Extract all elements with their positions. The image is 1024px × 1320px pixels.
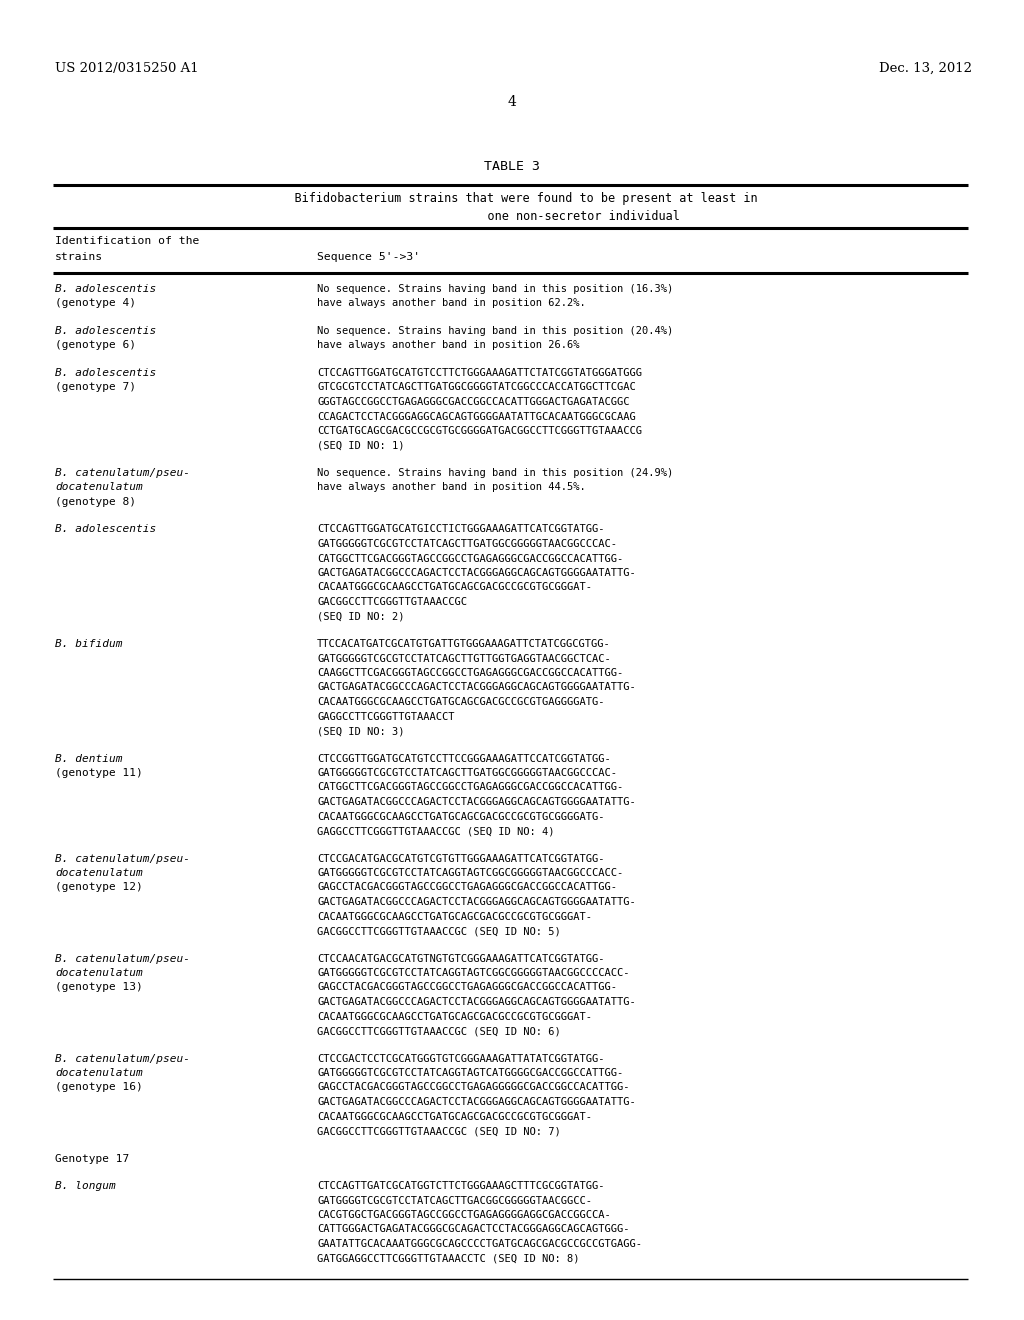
Text: B. longum: B. longum xyxy=(55,1181,116,1191)
Text: B. adolescentis: B. adolescentis xyxy=(55,368,157,378)
Text: (genotype 13): (genotype 13) xyxy=(55,982,142,993)
Text: No sequence. Strains having band in this position (16.3%): No sequence. Strains having band in this… xyxy=(317,284,673,294)
Text: GATGGGGGTCGCGTCCTATCAGGTAGTCGGCGGGGGTAACGGCCCACC-: GATGGGGGTCGCGTCCTATCAGGTAGTCGGCGGGGGTAAC… xyxy=(317,869,624,878)
Text: No sequence. Strains having band in this position (20.4%): No sequence. Strains having band in this… xyxy=(317,326,673,337)
Text: B. bifidum: B. bifidum xyxy=(55,639,123,649)
Text: GATGGGGGTCGCGTCCTATCAGCTTGTTGGTGAGGTAACGGCTCAC-: GATGGGGGTCGCGTCCTATCAGCTTGTTGGTGAGGTAACG… xyxy=(317,653,610,664)
Text: strains: strains xyxy=(55,252,103,261)
Text: TABLE 3: TABLE 3 xyxy=(484,160,540,173)
Text: GACTGAGATACGGCCCAGACTCCTACGGGAGGCAGCAGTGGGGAATATTG-: GACTGAGATACGGCCCAGACTCCTACGGGAGGCAGCAGTG… xyxy=(317,898,636,907)
Text: docatenulatum: docatenulatum xyxy=(55,869,142,878)
Text: B. adolescentis: B. adolescentis xyxy=(55,524,157,535)
Text: GACTGAGATACGGCCCAGACTCCTACGGGAGGCAGCAGTGGGGAATATTG-: GACTGAGATACGGCCCAGACTCCTACGGGAGGCAGCAGTG… xyxy=(317,1097,636,1107)
Text: CAAGGCTTCGACGGGTAGCCGGCCTGAGAGGGCGACCGGCCACATTGG-: CAAGGCTTCGACGGGTAGCCGGCCTGAGAGGGCGACCGGC… xyxy=(317,668,624,678)
Text: B. catenulatum/pseu-: B. catenulatum/pseu- xyxy=(55,1053,190,1064)
Text: GGGTAGCCGGCCTGAGAGGGCGACCGGCCACATTGGGACTGAGATACGGC: GGGTAGCCGGCCTGAGAGGGCGACCGGCCACATTGGGACT… xyxy=(317,397,630,407)
Text: B. dentium: B. dentium xyxy=(55,754,123,763)
Text: CATGGCTTCGACGGGTAGCCGGCCTGAGAGGGCGACCGGCCACATTGG-: CATGGCTTCGACGGGTAGCCGGCCTGAGAGGGCGACCGGC… xyxy=(317,783,624,792)
Text: B. adolescentis: B. adolescentis xyxy=(55,326,157,337)
Text: CTCCAGTTGGATGCATGICCTICTGGGAAAGATTCATCGGTATGG-: CTCCAGTTGGATGCATGICCTICTGGGAAAGATTCATCGG… xyxy=(317,524,604,535)
Text: CACAATGGGCGCAAGCCTGATGCAGCGACGCCGCGTGCGGGAT-: CACAATGGGCGCAAGCCTGATGCAGCGACGCCGCGTGCGG… xyxy=(317,1111,592,1122)
Text: GATGGGGGTCGCGTCCTATCAGCTTGATGGCGGGGGTAACGGCCCAC-: GATGGGGGTCGCGTCCTATCAGCTTGATGGCGGGGGTAAC… xyxy=(317,539,617,549)
Text: (genotype 8): (genotype 8) xyxy=(55,498,136,507)
Text: docatenulatum: docatenulatum xyxy=(55,483,142,492)
Text: GAGGCCTTCGGGTTGTAAACCT: GAGGCCTTCGGGTTGTAAACCT xyxy=(317,711,455,722)
Text: GACTGAGATACGGCCCAGACTCCTACGGGAGGCAGCAGTGGGGAATATTG-: GACTGAGATACGGCCCAGACTCCTACGGGAGGCAGCAGTG… xyxy=(317,997,636,1007)
Text: US 2012/0315250 A1: US 2012/0315250 A1 xyxy=(55,62,199,75)
Text: Dec. 13, 2012: Dec. 13, 2012 xyxy=(879,62,972,75)
Text: have always another band in position 26.6%: have always another band in position 26.… xyxy=(317,341,580,351)
Text: CACAATGGGCGCAAGCCTGATGCAGCGACGCCGCGTGAGGGGATG-: CACAATGGGCGCAAGCCTGATGCAGCGACGCCGCGTGAGG… xyxy=(317,697,604,708)
Text: CTCCGGTTGGATGCATGTCCTTCCGGGAAAGATTCCATCGGTATGG-: CTCCGGTTGGATGCATGTCCTTCCGGGAAAGATTCCATCG… xyxy=(317,754,610,763)
Text: GAGCCTACGACGGGTAGCCGGCCTGAGAGGGGGCGACCGGCCACATTGG-: GAGCCTACGACGGGTAGCCGGCCTGAGAGGGGGCGACCGG… xyxy=(317,1082,630,1093)
Text: GACTGAGATACGGCCCAGACTCCTACGGGAGGCAGCAGTGGGGAATATTG-: GACTGAGATACGGCCCAGACTCCTACGGGAGGCAGCAGTG… xyxy=(317,568,636,578)
Text: one non-secretor individual: one non-secretor individual xyxy=(344,210,680,223)
Text: CTCCAGTTGGATGCATGTCCTTCTGGGAAAGATTCTATCGGTATGGGATGGG: CTCCAGTTGGATGCATGTCCTTCTGGGAAAGATTCTATCG… xyxy=(317,368,642,378)
Text: GAGGCCTTCGGGTTGTAAACCGC (SEQ ID NO: 4): GAGGCCTTCGGGTTGTAAACCGC (SEQ ID NO: 4) xyxy=(317,826,555,836)
Text: CTCCAACATGACGCATGTNGTGTCGGGAAAGATTCATCGGTATGG-: CTCCAACATGACGCATGTNGTGTCGGGAAAGATTCATCGG… xyxy=(317,953,604,964)
Text: CACGTGGCTGACGGGTAGCCGGCCTGAGAGGGGAGGCGACCGGCCA-: CACGTGGCTGACGGGTAGCCGGCCTGAGAGGGGAGGCGAC… xyxy=(317,1210,610,1220)
Text: B. catenulatum/pseu-: B. catenulatum/pseu- xyxy=(55,469,190,478)
Text: (genotype 7): (genotype 7) xyxy=(55,383,136,392)
Text: Identification of the: Identification of the xyxy=(55,236,200,246)
Text: Genotype 17: Genotype 17 xyxy=(55,1154,129,1163)
Text: (genotype 12): (genotype 12) xyxy=(55,883,142,892)
Text: CTCCAGTTGATCGCATGGTCTTCTGGGAAAGCTTTCGCGGTATGG-: CTCCAGTTGATCGCATGGTCTTCTGGGAAAGCTTTCGCGG… xyxy=(317,1181,604,1191)
Text: GACGGCCTTCGGGTTGTAAACCGC (SEQ ID NO: 6): GACGGCCTTCGGGTTGTAAACCGC (SEQ ID NO: 6) xyxy=(317,1026,561,1036)
Text: docatenulatum: docatenulatum xyxy=(55,1068,142,1078)
Text: CATTGGGACTGAGATACGGGCGCAGACTCCTACGGGAGGCAGCAGTGGG-: CATTGGGACTGAGATACGGGCGCAGACTCCTACGGGAGGC… xyxy=(317,1225,630,1234)
Text: have always another band in position 62.2%.: have always another band in position 62.… xyxy=(317,298,586,309)
Text: have always another band in position 44.5%.: have always another band in position 44.… xyxy=(317,483,586,492)
Text: TTCCACATGATCGCATGTGATTGTGGGAAAGATTCTATCGGCGTGG-: TTCCACATGATCGCATGTGATTGTGGGAAAGATTCTATCG… xyxy=(317,639,610,649)
Text: GATGGGGTCGCGTCCTATCAGCTTGACGGCGGGGGTAACGGCC-: GATGGGGTCGCGTCCTATCAGCTTGACGGCGGGGGTAACG… xyxy=(317,1196,592,1205)
Text: GTCGCGTCCTATCAGCTTGATGGCGGGGTATCGGCCCACCATGGCTTCGAC: GTCGCGTCCTATCAGCTTGATGGCGGGGTATCGGCCCACC… xyxy=(317,383,636,392)
Text: GACGGCCTTCGGGTTGTAAACCGC (SEQ ID NO: 5): GACGGCCTTCGGGTTGTAAACCGC (SEQ ID NO: 5) xyxy=(317,927,561,936)
Text: CCTGATGCAGCGACGCCGCGTGCGGGGATGACGGCCTTCGGGTTGTAAACCG: CCTGATGCAGCGACGCCGCGTGCGGGGATGACGGCCTTCG… xyxy=(317,426,642,436)
Text: CTCCGACATGACGCATGTCGTGTTGGGAAAGATTCATCGGTATGG-: CTCCGACATGACGCATGTCGTGTTGGGAAAGATTCATCGG… xyxy=(317,854,604,863)
Text: (genotype 16): (genotype 16) xyxy=(55,1082,142,1093)
Text: GAATATTGCACAAATGGGCGCAGCCCCTGATGCAGCGACGCCGCCGTGAGG-: GAATATTGCACAAATGGGCGCAGCCCCTGATGCAGCGACG… xyxy=(317,1239,642,1249)
Text: GAGCCTACGACGGGTAGCCGGCCTGAGAGGGCGACCGGCCACATTGG-: GAGCCTACGACGGGTAGCCGGCCTGAGAGGGCGACCGGCC… xyxy=(317,883,617,892)
Text: GATGGGGGTCGCGTCCTATCAGGTAGTCATGGGGCGACCGGCCATTGG-: GATGGGGGTCGCGTCCTATCAGGTAGTCATGGGGCGACCG… xyxy=(317,1068,624,1078)
Text: GACGGCCTTCGGGTTGTAAACCGC (SEQ ID NO: 7): GACGGCCTTCGGGTTGTAAACCGC (SEQ ID NO: 7) xyxy=(317,1126,561,1137)
Text: (genotype 6): (genotype 6) xyxy=(55,341,136,351)
Text: (genotype 11): (genotype 11) xyxy=(55,768,142,777)
Text: GATGGGGGTCGCGTCCTATCAGCTTGATGGCGGGGGTAACGGCCCAC-: GATGGGGGTCGCGTCCTATCAGCTTGATGGCGGGGGTAAC… xyxy=(317,768,617,777)
Text: (genotype 4): (genotype 4) xyxy=(55,298,136,309)
Text: GATGGGGGTCGCGTCCTATCAGGTAGTCGGCGGGGGTAACGGCCCCACC-: GATGGGGGTCGCGTCCTATCAGGTAGTCGGCGGGGGTAAC… xyxy=(317,968,630,978)
Text: B. catenulatum/pseu-: B. catenulatum/pseu- xyxy=(55,854,190,863)
Text: No sequence. Strains having band in this position (24.9%): No sequence. Strains having band in this… xyxy=(317,469,673,478)
Text: CCAGACTCCTACGGGAGGCAGCAGTGGGGAATATTGCACAATGGGCGCAAG: CCAGACTCCTACGGGAGGCAGCAGTGGGGAATATTGCACA… xyxy=(317,412,636,421)
Text: CACAATGGGCGCAAGCCTGATGCAGCGACGCCGCGTGCGGGAT-: CACAATGGGCGCAAGCCTGATGCAGCGACGCCGCGTGCGG… xyxy=(317,582,592,593)
Text: B. catenulatum/pseu-: B. catenulatum/pseu- xyxy=(55,953,190,964)
Text: CACAATGGGCGCAAGCCTGATGCAGCGACGCCGCGTGCGGGAT-: CACAATGGGCGCAAGCCTGATGCAGCGACGCCGCGTGCGG… xyxy=(317,912,592,921)
Text: CACAATGGGCGCAAGCCTGATGCAGCGACGCCGCGTGCGGGGATG-: CACAATGGGCGCAAGCCTGATGCAGCGACGCCGCGTGCGG… xyxy=(317,812,604,821)
Text: docatenulatum: docatenulatum xyxy=(55,968,142,978)
Text: 4: 4 xyxy=(508,95,516,110)
Text: CTCCGACTCCTCGCATGGGTGTCGGGAAAGATTATATCGGTATGG-: CTCCGACTCCTCGCATGGGTGTCGGGAAAGATTATATCGG… xyxy=(317,1053,604,1064)
Text: (SEQ ID NO: 1): (SEQ ID NO: 1) xyxy=(317,441,404,450)
Text: B. adolescentis: B. adolescentis xyxy=(55,284,157,294)
Text: CATGGCTTCGACGGGTAGCCGGCCTGAGAGGGCGACCGGCCACATTGG-: CATGGCTTCGACGGGTAGCCGGCCTGAGAGGGCGACCGGC… xyxy=(317,553,624,564)
Text: Sequence 5'->3': Sequence 5'->3' xyxy=(317,252,420,261)
Text: GACGGCCTTCGGGTTGTAAACCGC: GACGGCCTTCGGGTTGTAAACCGC xyxy=(317,597,467,607)
Text: (SEQ ID NO: 2): (SEQ ID NO: 2) xyxy=(317,611,404,622)
Text: GACTGAGATACGGCCCAGACTCCTACGGGAGGCAGCAGTGGGGAATATTG-: GACTGAGATACGGCCCAGACTCCTACGGGAGGCAGCAGTG… xyxy=(317,797,636,807)
Text: GACTGAGATACGGCCCAGACTCCTACGGGAGGCAGCAGTGGGGAATATTG-: GACTGAGATACGGCCCAGACTCCTACGGGAGGCAGCAGTG… xyxy=(317,682,636,693)
Text: Bifidobacterium strains that were found to be present at least in: Bifidobacterium strains that were found … xyxy=(266,191,758,205)
Text: CACAATGGGCGCAAGCCTGATGCAGCGACGCCGCGTGCGGGAT-: CACAATGGGCGCAAGCCTGATGCAGCGACGCCGCGTGCGG… xyxy=(317,1011,592,1022)
Text: (SEQ ID NO: 3): (SEQ ID NO: 3) xyxy=(317,726,404,737)
Text: GAGCCTACGACGGGTAGCCGGCCTGAGAGGGCGACCGGCCACATTGG-: GAGCCTACGACGGGTAGCCGGCCTGAGAGGGCGACCGGCC… xyxy=(317,982,617,993)
Text: GATGGAGGCCTTCGGGTTGTAAACCTC (SEQ ID NO: 8): GATGGAGGCCTTCGGGTTGTAAACCTC (SEQ ID NO: … xyxy=(317,1254,580,1263)
